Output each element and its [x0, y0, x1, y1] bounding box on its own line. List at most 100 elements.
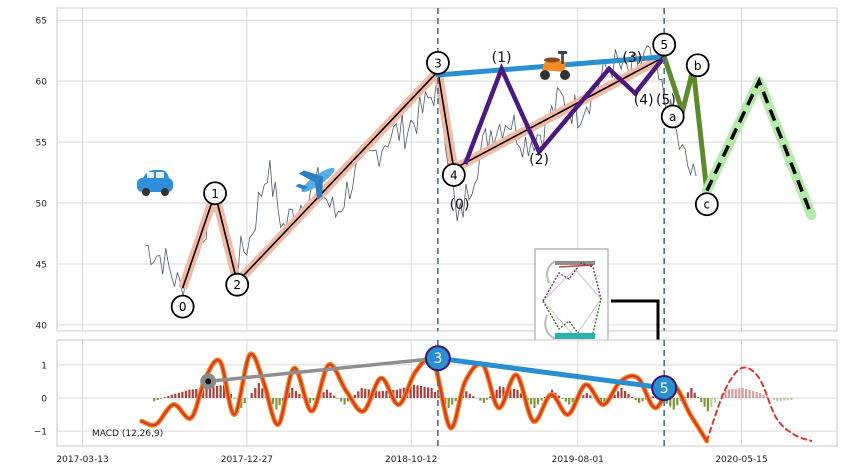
- divergence-line-blue: [435, 355, 667, 391]
- macd-wave-marker-circle: [651, 375, 678, 402]
- histogram-bar: [163, 397, 166, 398]
- histogram-bar: [536, 398, 540, 405]
- wave-label-text: a: [669, 110, 676, 124]
- macd-y-tick-label: 1: [41, 361, 47, 371]
- histogram-bar: [336, 398, 339, 399]
- wave-label-text: (1): [492, 50, 512, 66]
- histogram-bar: [495, 389, 498, 398]
- x-tick-label: 2017-12-27: [221, 455, 273, 465]
- macd-y-axis: 1 0 −1: [34, 361, 48, 437]
- histogram-bar: [700, 398, 703, 402]
- histogram-bar: [278, 398, 281, 406]
- histogram-bar: [623, 391, 627, 398]
- histogram-bar: [202, 388, 205, 398]
- histogram-bar: [346, 398, 350, 402]
- histogram-bar: [409, 385, 412, 398]
- histogram-bar: [533, 398, 536, 408]
- histogram-bar: [447, 398, 450, 408]
- histogram-bar: [759, 393, 762, 398]
- histogram-bar: [706, 398, 709, 412]
- divergence-line-gray: [208, 356, 439, 384]
- histogram-bar: [374, 390, 377, 398]
- histogram-bar: [762, 394, 765, 398]
- histogram-bar: [765, 396, 769, 398]
- elliott-wave-thumbnail-icon: [534, 248, 609, 353]
- histogram-bar: [731, 389, 734, 398]
- histogram-bar: [676, 398, 679, 406]
- wave-label-text: (4): [634, 92, 654, 108]
- wave-label-circle: [170, 294, 195, 319]
- histogram-bar: [672, 398, 675, 410]
- x-tick-label: 2020-05-15: [715, 455, 767, 465]
- wave-label-text: 5: [660, 38, 668, 52]
- histogram-bar: [184, 390, 187, 398]
- histogram-bar: [257, 383, 260, 398]
- histogram-bar: [378, 391, 381, 398]
- histogram-bar: [634, 398, 637, 400]
- histogram-bar: [489, 396, 492, 398]
- histogram-bar: [530, 398, 533, 405]
- macd-wave-marker-circle: [424, 345, 451, 372]
- histogram-bar: [156, 398, 159, 400]
- histogram-bar: [340, 398, 343, 402]
- histogram-bar: [713, 398, 717, 403]
- histogram-bar: [540, 398, 543, 401]
- histogram-bar: [564, 398, 567, 402]
- wave-label-text: 2: [233, 278, 241, 292]
- histogram-bar: [399, 388, 402, 398]
- wave-lines: [178, 52, 817, 290]
- histogram-bar: [288, 392, 291, 398]
- histogram-bar: [212, 386, 215, 398]
- correction-wave-line: [661, 56, 710, 192]
- wave-label: (3): [622, 50, 642, 66]
- histogram-bar: [275, 398, 278, 410]
- price-y-axis: 40 45 50 55 60 65: [36, 17, 48, 332]
- wave-label-circle: [685, 53, 710, 78]
- macd-panel: 10−1 35 MACD (12,26,9): [34, 339, 838, 447]
- histogram-bar: [669, 398, 672, 407]
- histogram-bar: [772, 398, 775, 400]
- histogram-bar: [357, 391, 360, 398]
- wave-label-text: 1: [211, 187, 219, 201]
- histogram-bar: [395, 389, 398, 398]
- macd-legend-label: MACD (12,26,9): [92, 429, 163, 439]
- histogram-bar: [693, 392, 696, 398]
- wave-label-circle: [441, 163, 466, 187]
- price-y-tick-label: 50: [36, 200, 48, 210]
- histogram-bar: [651, 396, 654, 398]
- histogram-bar: [468, 393, 471, 398]
- price-y-tick-label: 65: [36, 17, 47, 27]
- histogram-bar: [229, 394, 232, 398]
- histogram-bar: [561, 398, 564, 399]
- wave-label: b: [685, 53, 710, 78]
- histogram-bar: [745, 389, 748, 398]
- wave-label-circle: [660, 104, 685, 129]
- histogram-bar: [703, 398, 706, 407]
- histogram-bar: [343, 398, 346, 405]
- histogram-bar: [465, 391, 468, 398]
- histogram-bar: [223, 384, 226, 398]
- macd-wave-marker-text: 3: [433, 351, 442, 367]
- wave-label-circle: [426, 50, 450, 75]
- histogram-bar: [738, 388, 741, 398]
- macd-wave-marker: 3: [424, 345, 451, 372]
- histogram-bar: [191, 389, 194, 398]
- histogram-bar: [437, 396, 440, 398]
- histogram-bar: [568, 398, 571, 405]
- histogram-bar: [620, 388, 623, 398]
- histogram-bar: [233, 398, 236, 399]
- histogram-bar: [509, 388, 512, 398]
- histogram-bar: [451, 398, 454, 405]
- macd-forecast-line: [705, 366, 813, 442]
- wave-label: a: [660, 104, 685, 129]
- histogram-bar: [261, 388, 264, 398]
- macd-line: [140, 352, 709, 443]
- histogram-bar: [291, 388, 294, 398]
- histogram-bar: [776, 398, 779, 402]
- histogram-bar: [412, 384, 416, 398]
- wave-label-circle: [652, 32, 677, 57]
- airplane-emoji-icon: [295, 167, 335, 200]
- histogram-bar: [690, 388, 693, 398]
- histogram-bar: [786, 398, 789, 401]
